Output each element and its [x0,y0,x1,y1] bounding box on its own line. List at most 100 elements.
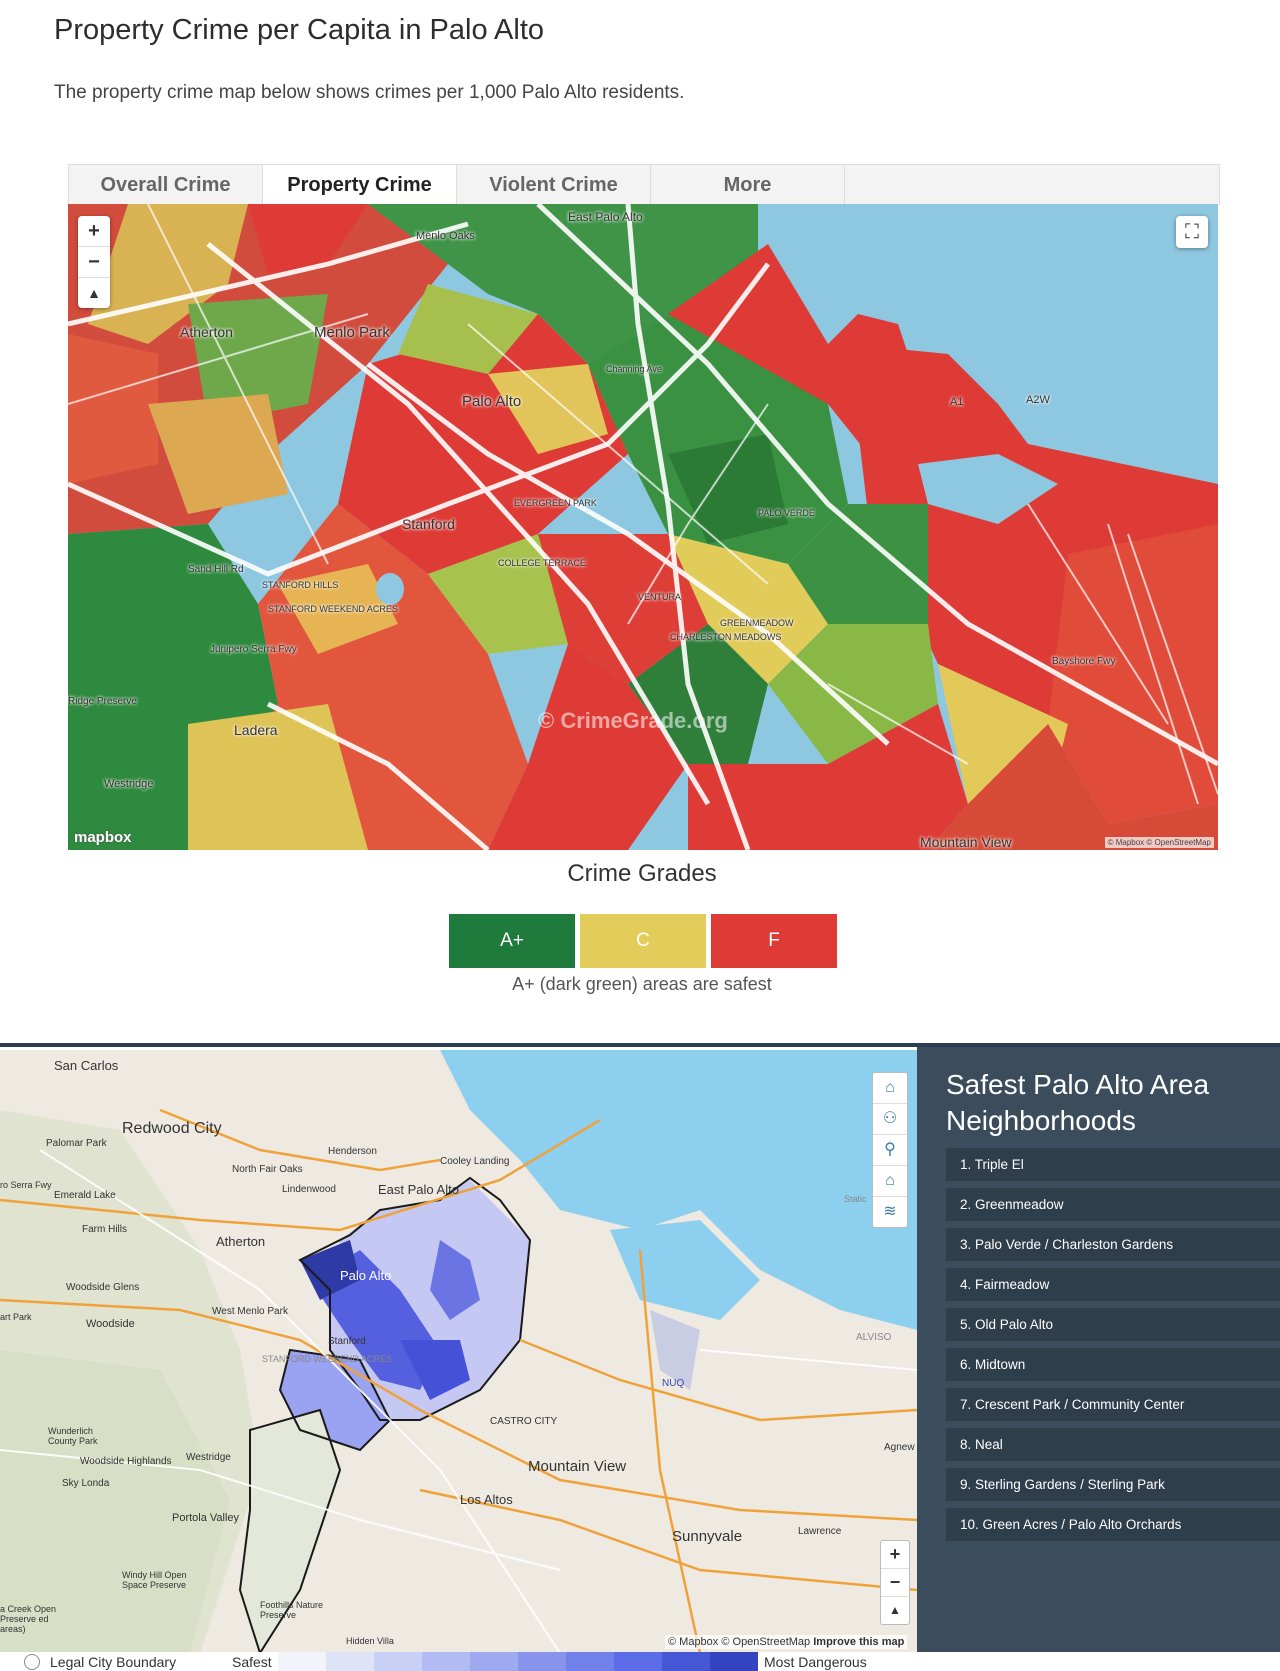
map2-zoom-out-button[interactable]: − [881,1569,909,1597]
neighborhood-item[interactable]: 7. Crescent Park / Community Center [946,1388,1280,1421]
neighborhood-item[interactable]: 10. Green Acres / Palo Alto Orchards [946,1508,1280,1541]
crime-grades-note: A+ (dark green) areas are safest [512,974,772,994]
legend-swatch-6 [518,1652,566,1671]
boundary-circle-icon [24,1654,40,1670]
legend-swatch-8 [614,1652,662,1671]
map2-label-los-altos: Los Altos [460,1492,513,1507]
map2-label-sky-londa: Sky Londa [62,1478,110,1489]
bottom-legend: Legal City Boundary Safest Most Dangerou… [0,1652,1280,1671]
most-dangerous-label: Most Dangerous [764,1654,867,1670]
improve-map-link[interactable]: Improve this map [813,1636,905,1648]
map2-compass-button[interactable]: ▲ [889,1603,901,1617]
map-attribution[interactable]: © Mapbox © OpenStreetMap [1104,837,1214,848]
map2-label-mountain-view: Mountain View [528,1458,627,1475]
map2-label-serra-fwy: ro Serra Fwy [0,1180,52,1190]
zoom-out-button[interactable]: − [78,247,110,278]
map-label-college-terrace: COLLEGE TERRACE [498,558,586,568]
map-label-ventura: VENTURA [638,592,682,602]
map-label-stanford: Stanford [402,516,455,532]
map2-label-stanford: Stanford [328,1336,366,1347]
layers-icon[interactable]: ≋ [883,1203,897,1220]
legend-swatch-1 [278,1652,326,1671]
map2-toolbar: ⌂ ⚇ ⚲ ⌂ ≋ [872,1072,908,1228]
map-label-ridge-preserve: Ridge Preserve [68,696,137,707]
map2-label-agnew: Agnew [884,1442,915,1453]
map-label-atherton: Atherton [180,324,233,340]
map2-label-woodside: Woodside [86,1318,135,1330]
map-label-channing-ave: Channing Ave [606,364,662,374]
map2-label-palo-alto: Palo Alto [340,1268,392,1283]
map2-label-woodside-glens: Woodside Glens [66,1282,140,1293]
map-label-bayshore-fwy: Bayshore Fwy [1052,656,1116,667]
map-label-greenmeadow: GREENMEADOW [720,618,794,628]
map2-label-sunnyvale: Sunnyvale [672,1528,743,1545]
map2-label-castro-city: CASTRO CITY [490,1416,558,1427]
crime-grade-map[interactable]: Atherton Menlo Park Palo Alto Stanford E… [68,204,1218,850]
grade-f: F [711,914,837,968]
map2-label-atherton: Atherton [216,1234,266,1249]
map-label-a1: A1 [950,396,964,408]
fullscreen-icon[interactable]: ⛶ [1176,216,1208,248]
legend-swatch-4 [422,1652,470,1671]
crime-grades-legend: A+ C F [449,914,837,968]
tab-violent-crime[interactable]: Violent Crime [457,165,651,205]
neighborhood-map[interactable]: San Carlos Redwood City Palomar Park Eme… [0,1050,917,1653]
map2-label-san-carlos: San Carlos [54,1058,119,1073]
neighborhood-item[interactable]: 2. Greenmeadow [946,1188,1280,1221]
map2-label-westridge: Westridge [186,1452,231,1463]
legend-swatch-5 [470,1652,518,1671]
legend-swatch-10 [710,1652,758,1671]
mapbox-logo[interactable]: mapbox [74,829,132,846]
map-label-junipero-serra: Junipero Serra Fwy [210,644,297,655]
map-label-a2w: A2W [1026,394,1050,406]
map2-zoom-in-button[interactable]: + [881,1541,909,1569]
people-icon[interactable]: ⚇ [873,1104,907,1135]
school-icon[interactable]: ⌂ [873,1166,907,1197]
map-label-westridge: Westridge [104,778,154,790]
page-title: Property Crime per Capita in Palo Alto [54,14,544,46]
section-divider [0,1043,1280,1047]
map-label-evergreen-park: EVERGREEN PARK [514,498,597,508]
home-icon[interactable]: ⌂ [873,1073,907,1104]
map2-label-redwood-city: Redwood City [122,1120,222,1137]
neighborhood-map-canvas [0,1050,917,1653]
map2-attribution-text[interactable]: © Mapbox © OpenStreetMap [668,1636,811,1648]
legend-swatch-3 [374,1652,422,1671]
neighborhood-item[interactable]: 9. Sterling Gardens / Sterling Park [946,1468,1280,1501]
neighborhood-item[interactable]: 1. Triple El [946,1148,1280,1181]
crime-grade-map-canvas [68,204,1218,850]
map2-label-farm-hills: Farm Hills [82,1224,127,1235]
neighborhood-item[interactable]: 4. Fairmeadow [946,1268,1280,1301]
legend-swatch-2 [326,1652,374,1671]
neighborhood-item[interactable]: 5. Old Palo Alto [946,1308,1280,1341]
map2-label-wunderlich: Wunderlich County Park [48,1426,98,1446]
map2-label-portola-valley: Portola Valley [172,1512,240,1524]
map2-attribution: © Mapbox © OpenStreetMap Improve this ma… [665,1635,908,1649]
map2-label-cooley-landing: Cooley Landing [440,1156,510,1167]
neighborhood-item[interactable]: 8. Neal [946,1428,1280,1461]
tab-overall-crime[interactable]: Overall Crime [69,165,263,205]
map2-label-henderson: Henderson [328,1146,377,1157]
tab-more[interactable]: More [651,165,845,205]
neighborhood-item[interactable]: 6. Midtown [946,1348,1280,1381]
legend-swatch-7 [566,1652,614,1671]
safest-neighborhoods-title: Safest Palo Alto Area Neighborhoods [946,1069,1210,1136]
location-pin-icon[interactable]: ⚲ [873,1135,907,1166]
map2-label-stanford-weekend-acres: STANFORD WEEKEND ACRES [262,1354,392,1364]
crime-grades-title: Crime Grades [567,860,717,887]
legend-swatch-9 [662,1652,710,1671]
neighborhood-item[interactable]: 3. Palo Verde / Charleston Gardens [946,1228,1280,1261]
tab-property-crime[interactable]: Property Crime [263,165,457,205]
map2-zoom-control: + − ▲ [880,1540,910,1625]
map-label-palo-verde: PALO VERDE [758,508,815,518]
crimegrade-watermark: © CrimeGrade.org [538,708,728,733]
intro-text: The property crime map below shows crime… [54,82,685,103]
compass-button[interactable]: ▲ [87,285,101,301]
map2-label-station: Static [844,1194,867,1204]
map-label-palo-alto: Palo Alto [462,393,522,410]
map2-label-lawrence: Lawrence [798,1526,842,1537]
map2-label-woodside-highlands: Woodside Highlands [80,1456,172,1467]
map2-label-alviso: ALVISO [856,1332,892,1343]
zoom-in-button[interactable]: + [78,216,110,247]
map-label-ladera: Ladera [234,722,278,738]
